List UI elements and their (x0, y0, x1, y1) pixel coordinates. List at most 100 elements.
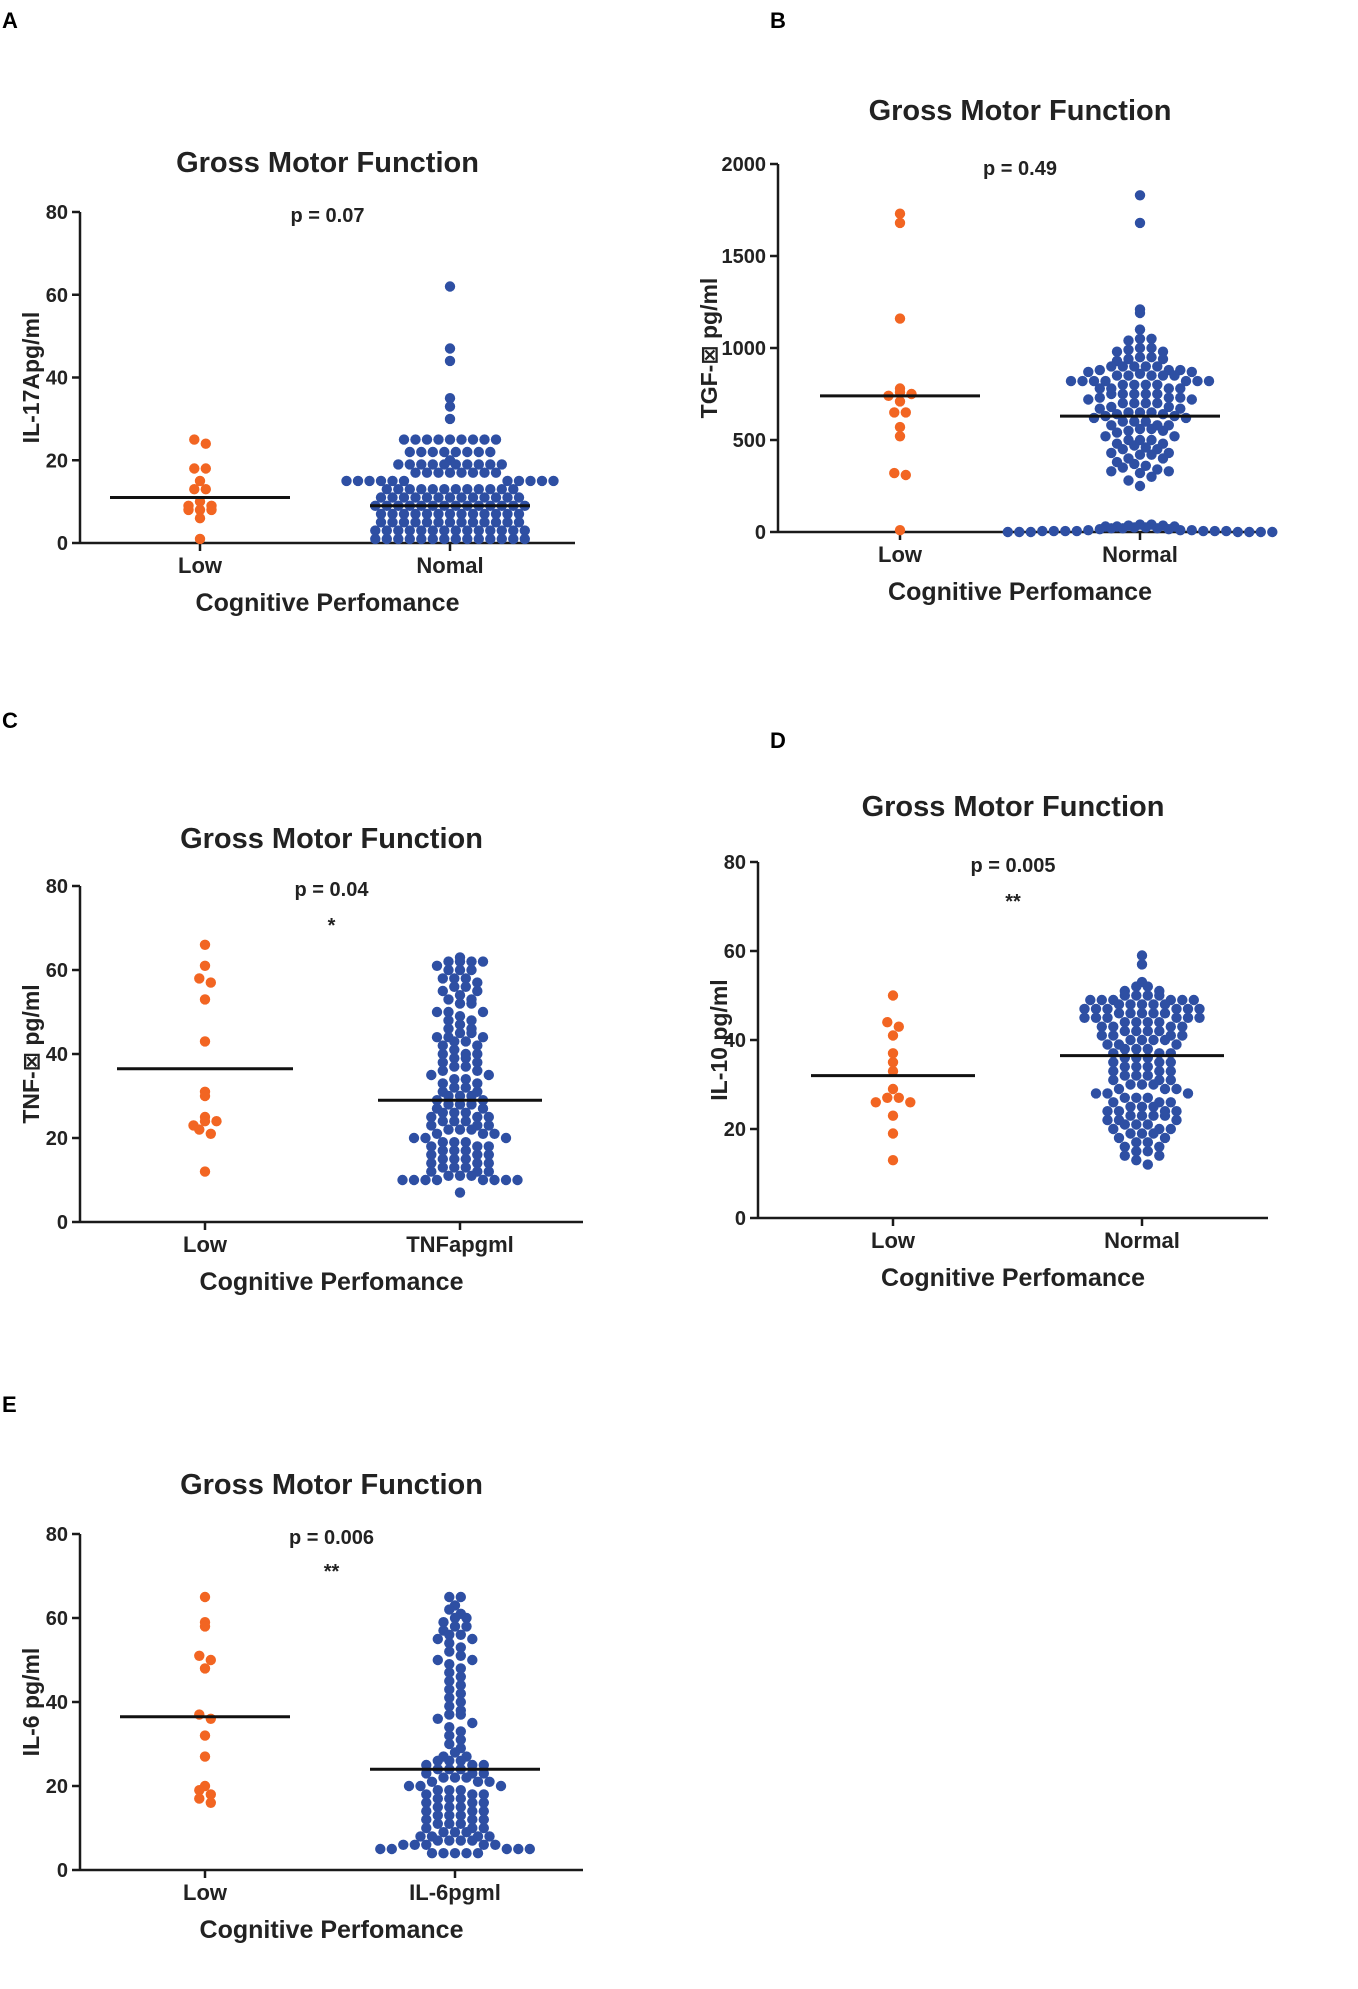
panel-a-point-normal (508, 525, 519, 536)
panel-e-point-normal (455, 1671, 466, 1683)
panel-e-point-normal (449, 1848, 461, 1859)
panel-e-point-normal (444, 1646, 455, 1657)
panel-e-point-normal (438, 1617, 449, 1628)
panel-a-point-normal (410, 434, 421, 445)
panel-a-point-low (189, 434, 200, 445)
panel-c-x-label: Cognitive Perfomance (200, 1268, 464, 1296)
panel-b-point-normal (1146, 423, 1157, 435)
panel-e-point-normal (432, 1810, 443, 1821)
panel-e-y-tick-label: 20 (46, 1776, 68, 1798)
panel-a-pvalue: p = 0.07 (291, 205, 365, 227)
panel-b-y-tick-label: 2000 (722, 154, 767, 176)
panel-b-point-low (900, 407, 911, 418)
panel-c-point-normal (454, 1124, 466, 1135)
panel-e-point-normal (455, 1688, 466, 1699)
panel-a-point-normal (548, 475, 559, 487)
panel-c-point-normal (437, 985, 448, 997)
panel-c-point-normal (460, 973, 471, 984)
panel-d-point-low (887, 1083, 899, 1095)
panel-c-point-normal (500, 1174, 512, 1186)
panel-a-point-normal (381, 525, 392, 536)
panel-b-point-normal (1175, 383, 1186, 394)
panel-b-point-normal (1134, 333, 1146, 344)
panel-a-point-normal (456, 508, 467, 520)
panel-b-point-normal (1111, 370, 1123, 381)
panel-b-title: Gross Motor Function (869, 95, 1172, 127)
panel-b-point-normal (1123, 344, 1134, 355)
panel-d-point-normal (1136, 950, 1148, 961)
panel-a-point-normal (473, 446, 484, 458)
panel-e-point-normal (444, 1684, 455, 1695)
panel-d-point-normal (1090, 1088, 1102, 1099)
panel-d-point-normal (1131, 1092, 1142, 1104)
panel-c-point-normal (420, 1174, 431, 1186)
panel-e-point-normal (501, 1843, 512, 1855)
panel-c-point-normal (449, 1061, 460, 1072)
panel-c-point-normal (454, 1019, 466, 1030)
panel-c-point-normal (466, 1124, 477, 1135)
panel-e-point-normal (472, 1776, 484, 1788)
panel-e-point-normal (455, 1591, 466, 1603)
panel-e-point-low (205, 1797, 216, 1809)
panel-e-point-normal (455, 1801, 466, 1813)
panel-d-point-normal (1154, 990, 1165, 1001)
panel-d-point-normal (1119, 1061, 1131, 1072)
panel-d-point-normal (1148, 999, 1159, 1010)
panel-c-point-normal (477, 1128, 489, 1140)
panel-e-point-low (205, 1713, 216, 1725)
panel-b-point-normal (1083, 525, 1094, 536)
panel-d-point-normal (1159, 1083, 1171, 1095)
panel-e-point-normal (444, 1793, 455, 1804)
panel-d-point-normal (1108, 1074, 1119, 1086)
panel-a-point-normal (513, 508, 525, 520)
panel-d-point-low (887, 1128, 899, 1139)
panel-a-point-low (194, 475, 206, 487)
panel-c-point-normal (426, 1166, 437, 1177)
panel-c-point-normal (466, 1170, 477, 1182)
panel-e-point-normal (432, 1818, 443, 1830)
panel-a-point-normal (473, 533, 484, 545)
panel-e-point-normal (375, 1843, 386, 1855)
panel-b-point-normal (1186, 394, 1198, 405)
panel-b-point-normal (1267, 526, 1278, 538)
panel-e-point-normal (444, 1738, 455, 1750)
panel-b-point-low (894, 313, 906, 324)
panel-c-point-low (199, 994, 211, 1005)
panel-e-point-normal (444, 1629, 455, 1641)
panel-a-point-normal (393, 484, 404, 495)
panel-e-point-normal (478, 1806, 489, 1817)
panel-a-point-normal (444, 401, 456, 412)
panel-e-point-normal (426, 1776, 438, 1788)
panel-a-point-normal (444, 343, 456, 354)
panel-a-point-normal (479, 508, 490, 520)
panel-d-point-normal (1102, 1003, 1113, 1015)
panel-e-point-normal (455, 1696, 466, 1708)
panel-d-point-normal (1125, 1128, 1136, 1139)
panel-d-point-normal (1165, 1057, 1177, 1068)
panel-e-point-normal (438, 1827, 449, 1838)
panel-a-point-normal (485, 446, 496, 458)
panel-d-point-normal (1171, 1114, 1182, 1126)
panel-a-y-tick-label: 40 (46, 368, 68, 390)
panel-a-point-normal (375, 492, 387, 503)
panel-a-point-normal (450, 484, 461, 495)
panel-a-point-normal (439, 525, 450, 536)
panel-a-point-normal (421, 467, 433, 478)
panel-c-point-normal (437, 1116, 448, 1127)
panel-e-point-normal (455, 1793, 466, 1804)
panel-e-point-normal (444, 1755, 455, 1767)
panel-d-point-normal (1165, 1097, 1177, 1108)
panel-a-point-normal (410, 517, 421, 528)
panel-d-point-normal (1136, 999, 1148, 1010)
panel-c-point-normal (472, 1040, 483, 1051)
panel-b-point-normal (1232, 526, 1244, 538)
panel-b-point-normal (1014, 526, 1025, 538)
panel-e-point-normal (478, 1797, 489, 1809)
panel-a-point-normal (387, 475, 398, 487)
panel-a-point-normal (525, 475, 536, 487)
panel-e-point-normal (444, 1785, 455, 1796)
panel-a-point-normal (444, 492, 456, 503)
panel-b-point-normal (1140, 460, 1152, 471)
panel-c-point-normal (454, 1011, 466, 1022)
